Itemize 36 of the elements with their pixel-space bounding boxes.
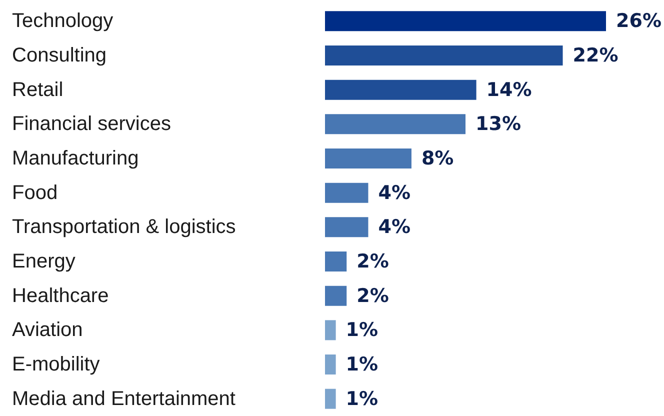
y-tick-label: Food — [12, 182, 58, 204]
data-label: 1% — [346, 319, 378, 342]
data-label: 2% — [356, 250, 389, 272]
bar — [325, 80, 476, 100]
data-label: 1% — [346, 388, 378, 410]
y-tick-label: Aviation — [12, 319, 83, 342]
bar — [325, 217, 368, 238]
data-label: 4% — [378, 216, 410, 238]
bar — [325, 114, 466, 134]
bar — [325, 320, 336, 340]
y-tick-label: Manufacturing — [12, 148, 139, 170]
bar — [325, 46, 563, 66]
data-label: 22% — [572, 44, 618, 66]
y-tick-label: Consulting — [12, 44, 107, 66]
bar — [325, 11, 606, 32]
bar — [325, 286, 347, 306]
data-label: 14% — [486, 78, 532, 101]
y-tick-label: Transportation & logistics — [12, 216, 236, 238]
y-tick-label: Energy — [12, 250, 76, 272]
data-label: 26% — [616, 10, 662, 32]
y-tick-label: Healthcare — [12, 284, 109, 307]
data-label: 4% — [378, 182, 410, 204]
y-tick-label: Media and Entertainment — [12, 388, 236, 410]
bar — [325, 182, 368, 203]
y-tick-label: E-mobility — [12, 354, 100, 376]
bar — [325, 148, 412, 168]
data-label: 2% — [356, 284, 389, 307]
data-label: 13% — [476, 113, 521, 136]
y-tick-label: Technology — [12, 10, 114, 32]
data-label: 8% — [421, 148, 454, 170]
bar — [325, 354, 336, 374]
bar — [325, 252, 347, 272]
bar — [325, 388, 336, 409]
data-label: 1% — [346, 354, 378, 376]
y-tick-label: Financial services — [12, 113, 171, 136]
y-tick-label: Retail — [12, 78, 64, 101]
